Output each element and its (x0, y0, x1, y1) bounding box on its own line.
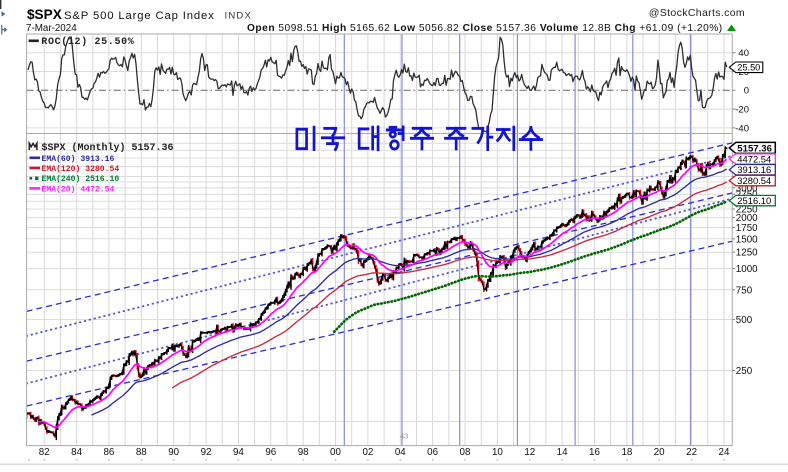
svg-text:1000: 1000 (736, 264, 758, 275)
svg-text:1250: 1250 (736, 248, 758, 259)
svg-text:EMA(120) 3280.54: EMA(120) 3280.54 (42, 165, 120, 174)
svg-text:98: 98 (298, 447, 309, 458)
svg-text:0: 0 (744, 86, 749, 97)
svg-text:250: 250 (736, 366, 753, 377)
svg-text:3913.16: 3913.16 (737, 164, 771, 175)
svg-text:EMA(60) 3913.16: EMA(60) 3913.16 (42, 155, 115, 164)
svg-text:500: 500 (736, 315, 753, 326)
svg-text:43: 43 (400, 432, 408, 441)
svg-text:94: 94 (233, 447, 244, 458)
svg-text:25.50: 25.50 (737, 63, 760, 73)
svg-text:08: 08 (460, 447, 471, 458)
svg-text:EMA(240) 2516.10: EMA(240) 2516.10 (42, 175, 120, 184)
svg-text:ROC(12) 25.50%: ROC(12) 25.50% (41, 36, 134, 48)
svg-text:S&P 500 Large Cap Index: S&P 500 Large Cap Index (64, 10, 215, 22)
svg-text:18: 18 (621, 447, 632, 458)
svg-text:$SPX (Monthly) 5157.36: $SPX (Monthly) 5157.36 (42, 142, 174, 154)
svg-text:06: 06 (427, 447, 438, 458)
svg-text:02: 02 (362, 447, 373, 458)
svg-text:96: 96 (265, 447, 276, 458)
svg-text:2516.10: 2516.10 (737, 195, 771, 206)
svg-text:82: 82 (39, 447, 50, 458)
svg-text:-40: -40 (735, 123, 749, 134)
svg-text:EMA(20) 4472.54: EMA(20) 4472.54 (42, 185, 115, 194)
svg-text:40: 40 (738, 48, 749, 59)
svg-text:00: 00 (330, 447, 341, 458)
svg-text:22: 22 (686, 447, 697, 458)
svg-text:86: 86 (103, 447, 114, 458)
svg-text:$SPX: $SPX (27, 7, 62, 22)
svg-text:INDX: INDX (225, 11, 253, 22)
svg-text:14: 14 (557, 447, 568, 458)
svg-text:-20: -20 (735, 105, 749, 116)
svg-text:7-Mar-2024: 7-Mar-2024 (26, 23, 77, 34)
svg-text:750: 750 (736, 285, 753, 296)
svg-text:16: 16 (589, 447, 600, 458)
svg-text:90: 90 (168, 447, 179, 458)
svg-text:04: 04 (395, 447, 406, 458)
svg-text:24: 24 (719, 447, 730, 458)
svg-text:1500: 1500 (736, 234, 758, 245)
svg-text:2250: 2250 (736, 205, 758, 216)
svg-text:88: 88 (136, 447, 147, 458)
svg-text:3280.54: 3280.54 (737, 175, 771, 186)
svg-text:5157.36: 5157.36 (737, 143, 772, 154)
svg-text:@StockCharts.com: @StockCharts.com (649, 7, 745, 19)
svg-text:Open 5098.51 High 5165.62 Low: Open 5098.51 High 5165.62 Low 5056.82 Cl… (247, 23, 723, 34)
svg-text:10: 10 (492, 447, 503, 458)
svg-text:12: 12 (524, 447, 535, 458)
svg-text:92: 92 (201, 447, 212, 458)
svg-text:1750: 1750 (736, 223, 758, 234)
svg-text:4472.54: 4472.54 (737, 153, 771, 164)
svg-text:3000: 3000 (736, 183, 758, 194)
svg-text:2000: 2000 (736, 213, 758, 224)
svg-text:20: 20 (654, 447, 665, 458)
svg-text:84: 84 (71, 447, 82, 458)
